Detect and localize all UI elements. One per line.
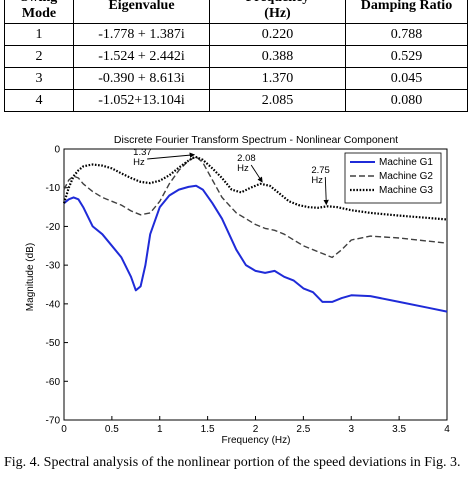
annotation-label: 2.08 bbox=[237, 153, 256, 164]
table-header-row: Swing Mode Eigenvalue Frequency (Hz) Dam… bbox=[4, 0, 468, 24]
legend: Machine G1 Machine G2 Machine G3 bbox=[344, 152, 442, 204]
y-tick-label: -70 bbox=[46, 416, 61, 427]
x-tick-label: 4 bbox=[444, 424, 450, 435]
series-line-machine-g1 bbox=[63, 184, 448, 313]
cell-damping: 0.788 bbox=[345, 23, 468, 46]
cell-eigenvalue: -0.390 + 8.613i bbox=[73, 67, 210, 90]
cell-mode: 1 bbox=[4, 23, 74, 46]
x-tick-label: 1.5 bbox=[201, 424, 215, 435]
cell-damping: 0.045 bbox=[345, 67, 468, 90]
cell-damping: 0.080 bbox=[345, 89, 468, 112]
table-row: 2 -1.524 + 2.442i 0.388 0.529 bbox=[4, 45, 468, 68]
y-tick-label: -60 bbox=[46, 377, 61, 388]
y-tick-label: 0 bbox=[54, 145, 60, 156]
header-damping-ratio: Damping Ratio bbox=[345, 0, 468, 24]
x-tick-label: 3.5 bbox=[392, 424, 406, 435]
legend-label: Machine G2 bbox=[379, 171, 433, 182]
cell-mode: 3 bbox=[4, 67, 74, 90]
table-row: 4 -1.052+13.104i 2.085 0.080 bbox=[4, 89, 468, 112]
cell-frequency: 1.370 bbox=[209, 67, 346, 90]
table-row: 1 -1.778 + 1.387i 0.220 0.788 bbox=[4, 23, 468, 46]
cell-frequency: 2.085 bbox=[209, 89, 346, 112]
annotation-label: Hz bbox=[133, 157, 145, 168]
y-tick-label: -40 bbox=[46, 299, 61, 310]
x-axis-label: Frequency (Hz) bbox=[222, 435, 291, 446]
series-line-machine-g2 bbox=[63, 156, 448, 259]
x-tick-label: 0 bbox=[61, 424, 67, 435]
cell-frequency: 0.220 bbox=[209, 23, 346, 46]
y-axis-label: Magnitude (dB) bbox=[25, 243, 36, 311]
x-tick-label: 2 bbox=[253, 424, 259, 435]
annotation-arrow bbox=[250, 164, 263, 183]
header-swing-mode: Swing Mode bbox=[4, 0, 74, 24]
cell-mode: 4 bbox=[4, 89, 74, 112]
cell-frequency: 0.388 bbox=[209, 45, 346, 68]
header-frequency: Frequency (Hz) bbox=[209, 0, 346, 24]
cell-eigenvalue: -1.052+13.104i bbox=[73, 89, 210, 112]
eigenvalue-table: Swing Mode Eigenvalue Frequency (Hz) Dam… bbox=[4, 0, 468, 112]
y-tick-label: -50 bbox=[46, 338, 61, 349]
x-tick-label: 3 bbox=[348, 424, 354, 435]
header-eigenvalue: Eigenvalue bbox=[73, 0, 210, 24]
cell-mode: 2 bbox=[4, 45, 74, 68]
annotation-label: Hz bbox=[311, 175, 323, 186]
annotation-label: 1.37 bbox=[133, 147, 152, 158]
figure-caption: Fig. 4. Spectral analysis of the nonline… bbox=[4, 455, 461, 470]
y-tick-label: -20 bbox=[46, 222, 61, 233]
legend-label: Machine G3 bbox=[379, 185, 433, 196]
y-tick-label: -10 bbox=[46, 183, 61, 194]
annotation-label: 2.75 bbox=[311, 165, 330, 176]
annotation-label: Hz bbox=[237, 163, 249, 174]
table-row: 3 -0.390 + 8.613i 1.370 0.045 bbox=[4, 67, 468, 90]
series-line-machine-g3 bbox=[62, 155, 448, 221]
cell-eigenvalue: -1.524 + 2.442i bbox=[73, 45, 210, 68]
cell-damping: 0.529 bbox=[345, 45, 468, 68]
x-tick-label: 0.5 bbox=[105, 424, 119, 435]
cell-eigenvalue: -1.778 + 1.387i bbox=[73, 23, 210, 46]
chart-title: Discrete Fourier Transform Spectrum - No… bbox=[114, 134, 398, 146]
dft-spectrum-chart: Discrete Fourier Transform Spectrum - No… bbox=[25, 134, 450, 446]
annotation-arrow bbox=[323, 176, 329, 206]
y-tick-label: -30 bbox=[46, 261, 61, 272]
x-tick-label: 1 bbox=[157, 424, 163, 435]
x-tick-label: 2.5 bbox=[296, 424, 310, 435]
legend-label: Machine G1 bbox=[379, 157, 433, 168]
annotation-arrow bbox=[147, 152, 196, 160]
